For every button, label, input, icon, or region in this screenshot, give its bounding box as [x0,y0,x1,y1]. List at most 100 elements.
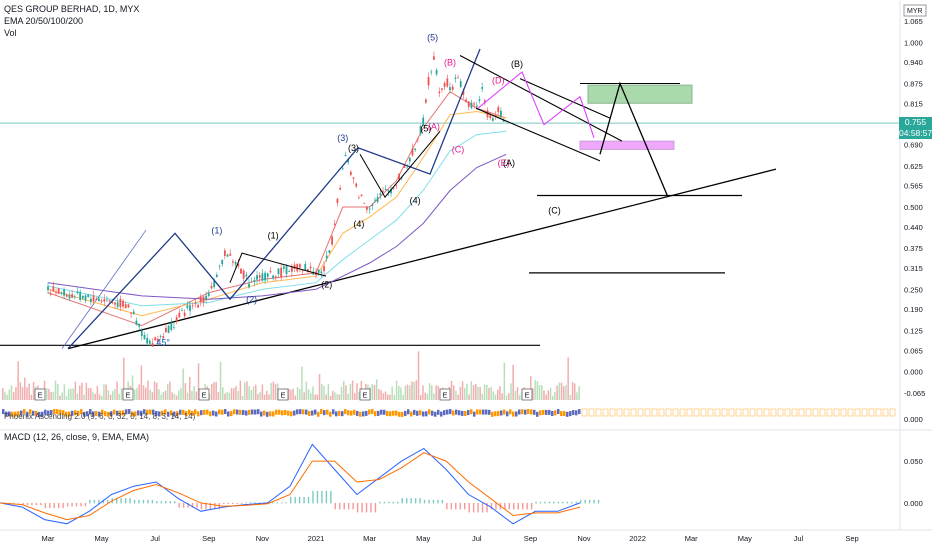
volume-bar [87,388,90,400]
oscillator-future [616,408,623,417]
volume-bar [351,380,354,400]
macd-legend[interactable]: MACD (12, 26, close, 9, EMA, EMA) [4,432,150,442]
candle-body [304,263,307,271]
macd-histogram-bar [151,499,154,504]
oscillator-bar [260,411,263,417]
candle-body [95,298,98,300]
oscillator-bar [254,409,257,415]
volume-bar [4,392,6,400]
volume-bar [534,380,536,400]
y-tick-label: 1.000 [904,38,923,47]
target-zone [587,84,693,104]
volume-bar [387,394,389,400]
candle-body [473,103,476,105]
volume-bar [90,388,92,400]
macd-histogram-bar [232,502,234,505]
volume-bar [479,386,481,400]
volume-bar [501,393,503,400]
volume-bar [466,383,468,400]
candle-body [116,302,119,307]
projected-wave [599,81,669,198]
volume-bar [26,387,28,400]
volume-bar [558,382,561,400]
candle-body [135,320,138,326]
y-tick-label: 0.250 [904,285,923,294]
macd-histogram-bar [593,499,595,504]
oscillator-bar [59,409,62,415]
oscillator-bar [23,409,26,415]
macd-histogram-bar [316,490,319,504]
oscillator-bar [566,411,569,417]
oscillator-bar [443,410,446,416]
macd-histogram-bar [165,501,167,504]
candle-body [146,337,149,344]
macd-histogram-bar [307,496,310,504]
oscillator-future [609,408,616,417]
candle-body [114,302,116,305]
volume-legend[interactable]: Vol [4,28,17,38]
macd-histogram-bar [276,502,279,504]
candle-body [368,208,371,210]
oscillator-bar [191,410,194,416]
volume-bar [334,392,336,400]
channel-line-inner [519,78,611,119]
macd-histogram-bar [571,501,573,504]
candle-body [486,110,489,118]
macd-histogram-bar [526,502,528,510]
macd-histogram-bar [468,502,470,513]
wave-label: (A) [428,122,440,132]
oscillator-bar [128,409,131,415]
oscillator-bar [440,411,443,417]
volume-bar [98,394,101,400]
volume-bar [189,376,191,400]
oscillator-bar [392,410,395,416]
oscillator-legend[interactable]: Phoenix Ascending 2.0 (9, 6, 3, 32, 0, 1… [4,412,196,421]
oscillator-future [665,408,672,417]
volume-bar [314,394,316,400]
candle-body [98,298,100,302]
oscillator-bar [101,409,104,415]
macd-histogram-bar [245,502,247,504]
y-tick-label: 1.065 [904,17,923,26]
ema-legend[interactable]: EMA 20/50/100/200 [4,16,84,26]
volume-bar [50,392,52,400]
oscillator-future [882,408,889,417]
candle-body [392,187,395,189]
candle-body [328,250,331,253]
oscillator-bar [50,410,53,416]
trendline [67,168,777,350]
candle-body [165,327,167,333]
candle-body [427,77,430,86]
macd-histogram-bar [580,499,582,504]
earnings-marker-label: E [201,391,206,400]
candle-body [422,117,425,126]
macd-histogram-bar [89,499,91,504]
oscillator-future [840,408,847,417]
volume-bar [158,389,160,400]
wave-label: (1) [211,225,222,235]
candle-body [232,261,234,263]
volume-bar [19,382,22,400]
oscillator-bar [491,411,494,417]
candle-body [331,236,333,245]
volume-bar [114,388,116,400]
volume-bar [164,390,167,400]
candle-body [248,283,250,288]
candle-body [143,334,146,340]
oscillator-bar [68,411,71,417]
candle-body [451,86,454,90]
volume-bar [510,383,512,400]
volume-bar [373,385,376,400]
candle-body [71,294,74,298]
macd-histogram-bar [348,502,350,510]
oscillator-bar [251,409,254,415]
candle-body [122,300,124,307]
candle-body [84,295,87,301]
macd-histogram-bar [169,501,171,504]
macd-line [0,443,581,525]
macd-histogram-bar [535,501,537,504]
volume-bar [420,395,422,400]
volume-bar [395,380,398,400]
y-tick-label: 0.940 [904,58,923,67]
oscillator-bar [56,409,59,415]
